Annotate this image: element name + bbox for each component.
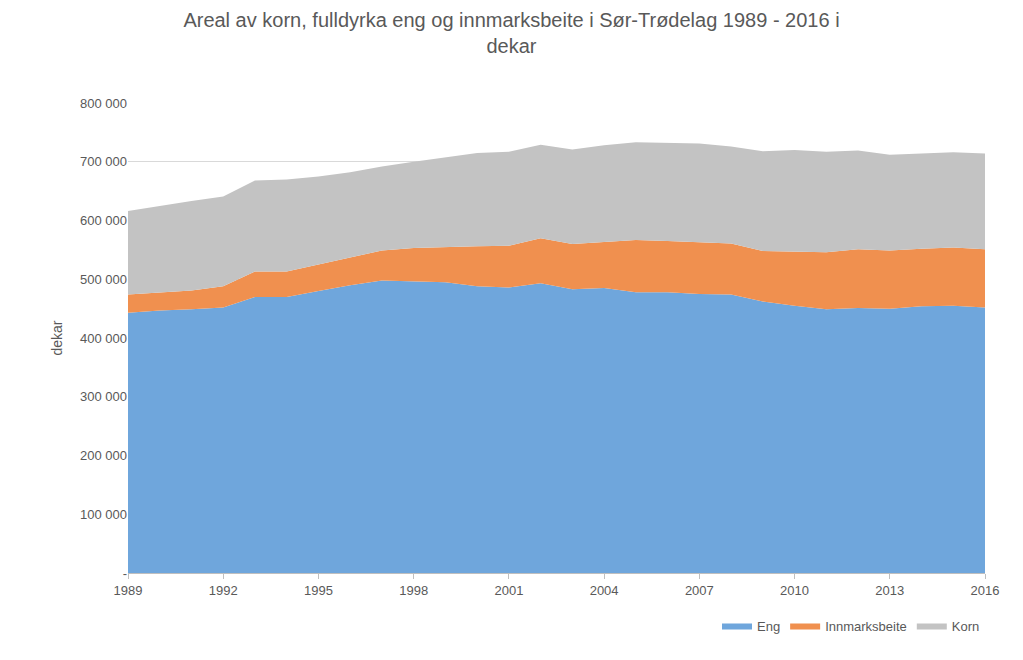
svg-text:400 000: 400 000 xyxy=(80,331,127,346)
svg-text:600 000: 600 000 xyxy=(80,213,127,228)
svg-text:dekar: dekar xyxy=(49,320,65,355)
svg-text:Innmarksbeite: Innmarksbeite xyxy=(825,619,907,634)
svg-text:2013: 2013 xyxy=(875,583,904,598)
svg-text:1992: 1992 xyxy=(209,583,238,598)
svg-text:700 000: 700 000 xyxy=(80,154,127,169)
svg-text:-: - xyxy=(123,566,127,581)
svg-text:2010: 2010 xyxy=(780,583,809,598)
svg-text:500 000: 500 000 xyxy=(80,272,127,287)
svg-text:2004: 2004 xyxy=(590,583,619,598)
svg-text:Korn: Korn xyxy=(952,619,979,634)
svg-text:Areal av korn, fulldyrka eng o: Areal av korn, fulldyrka eng og innmarks… xyxy=(183,9,839,57)
svg-text:1989: 1989 xyxy=(114,583,143,598)
svg-text:1998: 1998 xyxy=(399,583,428,598)
svg-text:100 000: 100 000 xyxy=(80,507,127,522)
svg-text:Eng: Eng xyxy=(757,619,780,634)
svg-text:2001: 2001 xyxy=(494,583,523,598)
svg-text:2007: 2007 xyxy=(685,583,714,598)
svg-text:300 000: 300 000 xyxy=(80,389,127,404)
svg-text:800 000: 800 000 xyxy=(80,96,127,111)
svg-text:2016: 2016 xyxy=(971,583,1000,598)
svg-text:200 000: 200 000 xyxy=(80,448,127,463)
svg-text:1995: 1995 xyxy=(304,583,333,598)
